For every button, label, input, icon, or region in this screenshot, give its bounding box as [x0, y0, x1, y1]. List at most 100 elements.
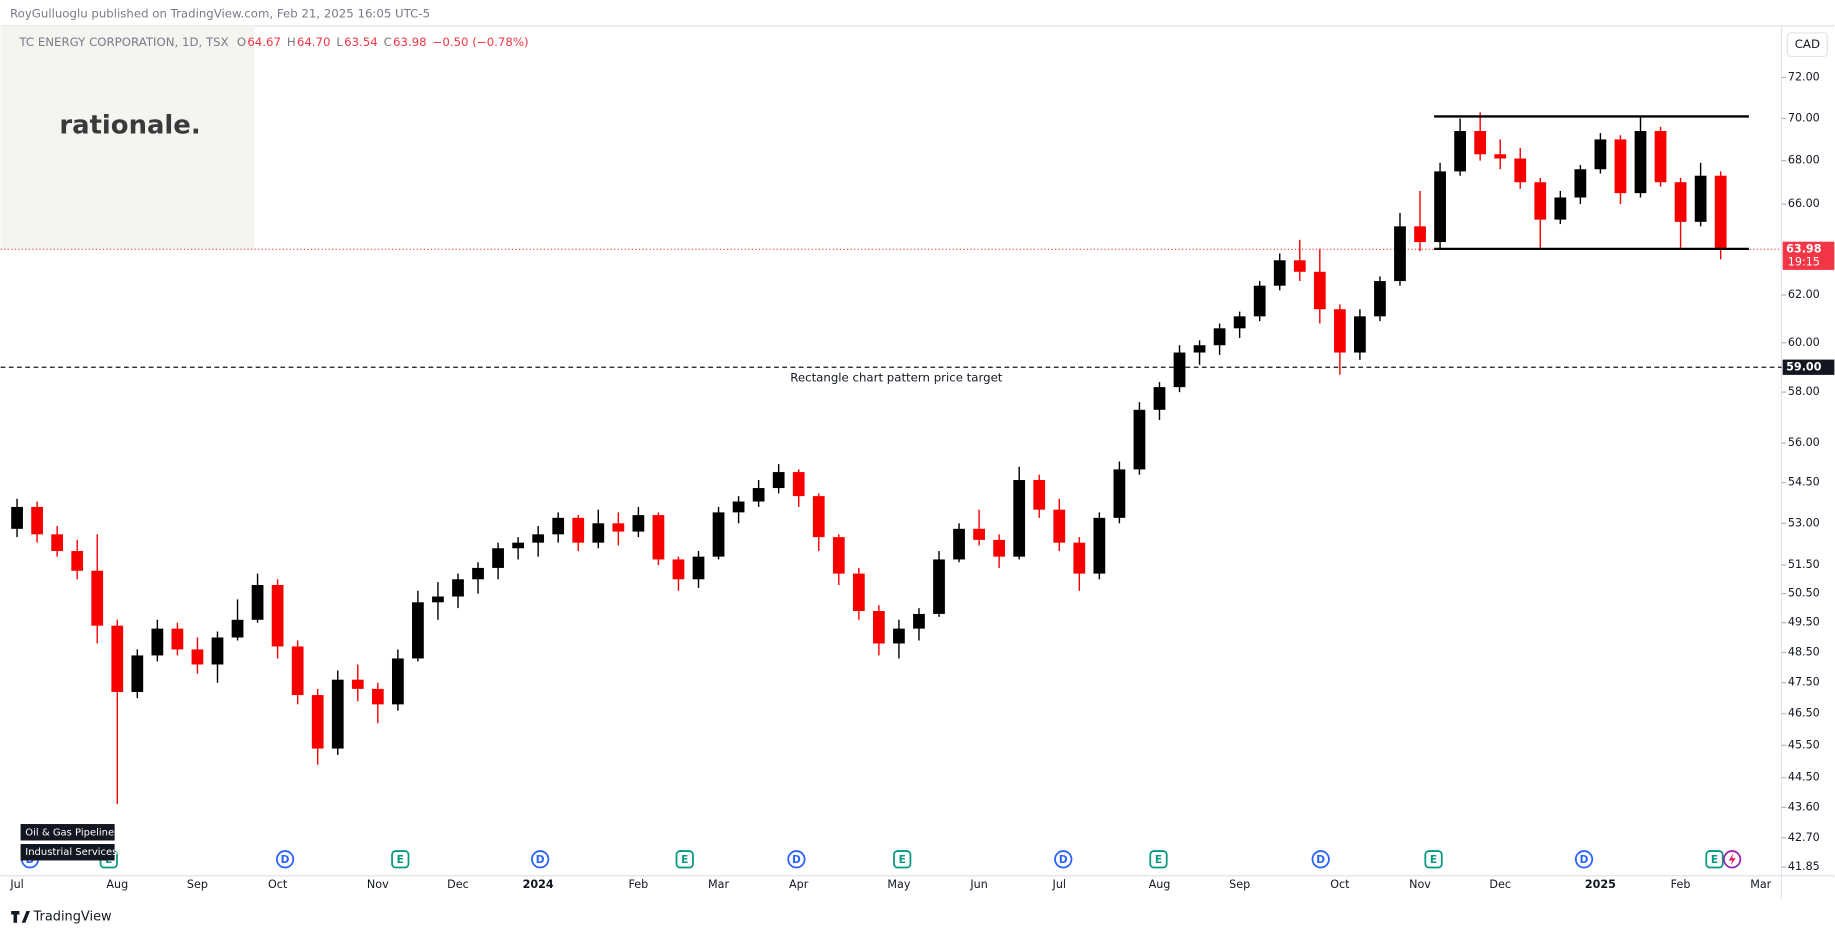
tag: Industrial Services — [25, 847, 117, 858]
y-tick-label: 51.50 — [1788, 558, 1820, 571]
x-tick-label: Nov — [1409, 878, 1431, 891]
candle-body — [772, 472, 785, 489]
candle-body — [271, 585, 284, 647]
candle-body — [1554, 197, 1567, 220]
event-icon[interactable] — [275, 850, 295, 869]
candle-body — [512, 542, 524, 549]
candle-body — [572, 517, 585, 543]
candle-body — [371, 688, 384, 705]
candle-body — [351, 679, 364, 689]
candle-body — [712, 512, 725, 557]
candle-body — [812, 496, 825, 538]
candle-body — [1133, 409, 1146, 470]
event-icon[interactable] — [787, 850, 806, 869]
y-tick-label: 43.60 — [1788, 800, 1820, 813]
y-tick-label: 66.00 — [1788, 197, 1820, 210]
legend-text: 63.98 — [393, 35, 427, 49]
x-tick-label: Jun — [969, 878, 987, 891]
candle-body — [1654, 131, 1667, 183]
candle-body — [612, 523, 625, 532]
y-tick-label: 58.00 — [1788, 385, 1820, 398]
x-tick-label: Nov — [367, 878, 389, 891]
candle-body — [552, 517, 565, 535]
candle-body — [1193, 345, 1206, 353]
y-tick-label: 42.70 — [1788, 831, 1820, 844]
candle-body — [1033, 480, 1046, 510]
y-tick-label: 47.50 — [1788, 676, 1820, 689]
event-letter: E — [681, 854, 688, 866]
x-tick-label: May — [887, 878, 910, 891]
event-icon[interactable] — [1311, 850, 1330, 869]
event-letter: D — [792, 854, 801, 866]
y-tick-label: 41.85 — [1788, 860, 1820, 873]
currency-box[interactable] — [1786, 32, 1828, 58]
candle-body — [472, 567, 484, 580]
candle-body — [792, 472, 805, 497]
event-letter: D — [1580, 854, 1589, 866]
candle-body — [1333, 309, 1346, 353]
candle-body — [1053, 509, 1066, 543]
event-icon[interactable] — [391, 850, 410, 869]
x-tick-label: Oct — [1330, 878, 1350, 891]
event-icon[interactable] — [531, 850, 550, 869]
y-tick-label: 60.00 — [1788, 336, 1820, 349]
y-tick-label: 68.00 — [1788, 154, 1820, 167]
candle-body — [1313, 271, 1326, 310]
event-icon[interactable] — [675, 850, 694, 869]
watermark: rationale. — [59, 110, 200, 140]
legend-text: C — [384, 35, 392, 49]
candle-body — [311, 695, 324, 749]
x-tick-label: Mar — [708, 878, 729, 891]
candle-body — [1494, 154, 1507, 159]
candle-body — [993, 539, 1006, 557]
event-icon[interactable] — [1574, 850, 1594, 869]
watermark-box — [0, 25, 255, 250]
candle-body — [692, 556, 705, 580]
publisher: RoyGulluoglu published on TradingView.co… — [10, 7, 430, 21]
event-letter: D — [536, 854, 545, 866]
candle-body — [913, 613, 925, 629]
candle-body — [933, 559, 945, 614]
annotation: Rectangle chart pattern price target — [790, 370, 1003, 384]
y-tick-label: 50.50 — [1788, 587, 1820, 600]
x-tick-label: 2024 — [523, 878, 554, 891]
candle-body — [1073, 542, 1086, 574]
countdown: 19:15 — [1788, 255, 1820, 268]
x-tick-label: Aug — [1149, 878, 1171, 891]
x-tick-label: Oct — [268, 878, 288, 891]
candle-body — [832, 537, 845, 574]
candle-body — [1013, 480, 1026, 557]
candle-body — [1614, 139, 1627, 194]
legend-text: H — [287, 35, 296, 49]
candle-body — [1093, 517, 1106, 574]
candle-body — [732, 501, 745, 513]
candle-body — [71, 551, 84, 571]
x-tick-label: Dec — [1489, 878, 1511, 891]
candle-body — [331, 679, 344, 749]
candle-body — [111, 625, 124, 692]
event-icon[interactable] — [1705, 850, 1724, 869]
candle-body — [171, 628, 184, 650]
candle-body — [11, 506, 23, 529]
x-tick-label: Jul — [1052, 878, 1066, 891]
candle-body — [1374, 281, 1386, 317]
event-icon[interactable] — [1054, 850, 1073, 869]
event-icon[interactable] — [893, 850, 912, 869]
footer: TradingView — [33, 909, 113, 924]
x-tick-label: Aug — [106, 878, 128, 891]
y-tick-label: 62.00 — [1788, 288, 1820, 301]
candle-body — [1474, 131, 1487, 155]
candle-body — [1594, 139, 1607, 170]
event-icon[interactable] — [1149, 850, 1168, 869]
candle-body — [1233, 316, 1246, 329]
candle-body — [31, 506, 43, 535]
x-tick-label: Mar — [1750, 878, 1771, 891]
legend-text: −0.50 (−0.78%) — [433, 35, 529, 49]
price-label: 63.98 — [1786, 242, 1822, 255]
event-icon[interactable] — [1424, 850, 1443, 869]
event-letter: E — [397, 854, 404, 866]
candle-body — [893, 628, 905, 644]
event-bolt — [1728, 853, 1736, 866]
legend-text: O — [237, 35, 246, 49]
